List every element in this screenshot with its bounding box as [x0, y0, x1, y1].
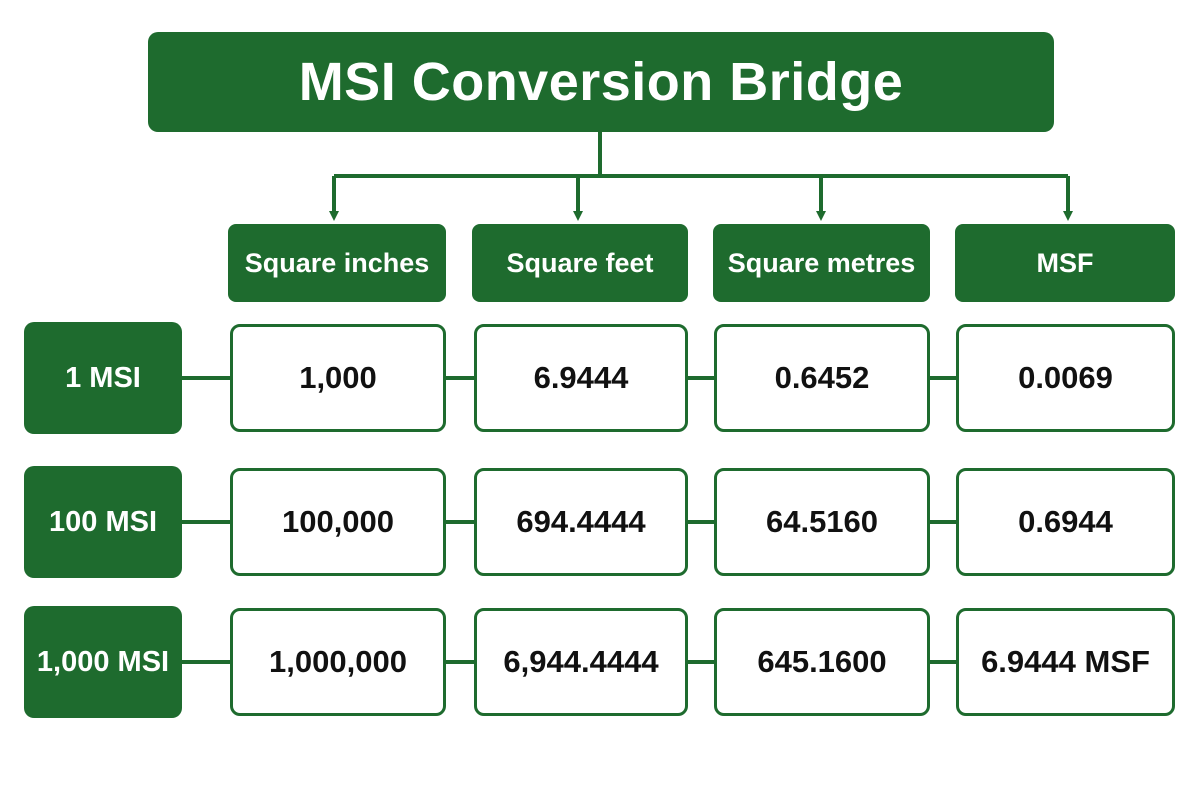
cell-1-msi-square-inches: 1,000 — [230, 324, 446, 432]
row-label-100-msi: 100 MSI — [24, 466, 182, 578]
column-header-msf: MSF — [955, 224, 1175, 302]
diagram-title: MSI Conversion Bridge — [148, 32, 1054, 132]
cell-1000-msi-square-inches: 1,000,000 — [230, 608, 446, 716]
cell-100-msi-square-metres: 64.5160 — [714, 468, 930, 576]
cell-1000-msi-msf: 6.9444 MSF — [956, 608, 1175, 716]
row-label-1000-msi: 1,000 MSI — [24, 606, 182, 718]
cell-1000-msi-square-metres: 645.1600 — [714, 608, 930, 716]
cell-100-msi-square-feet: 694.4444 — [474, 468, 688, 576]
cell-1-msi-msf: 0.0069 — [956, 324, 1175, 432]
cell-100-msi-msf: 0.6944 — [956, 468, 1175, 576]
column-header-square-feet: Square feet — [472, 224, 688, 302]
cell-1-msi-square-metres: 0.6452 — [714, 324, 930, 432]
cell-100-msi-square-inches: 100,000 — [230, 468, 446, 576]
column-header-square-metres: Square metres — [713, 224, 930, 302]
cell-1-msi-square-feet: 6.9444 — [474, 324, 688, 432]
cell-1000-msi-square-feet: 6,944.4444 — [474, 608, 688, 716]
row-label-1-msi: 1 MSI — [24, 322, 182, 434]
column-header-square-inches: Square inches — [228, 224, 446, 302]
